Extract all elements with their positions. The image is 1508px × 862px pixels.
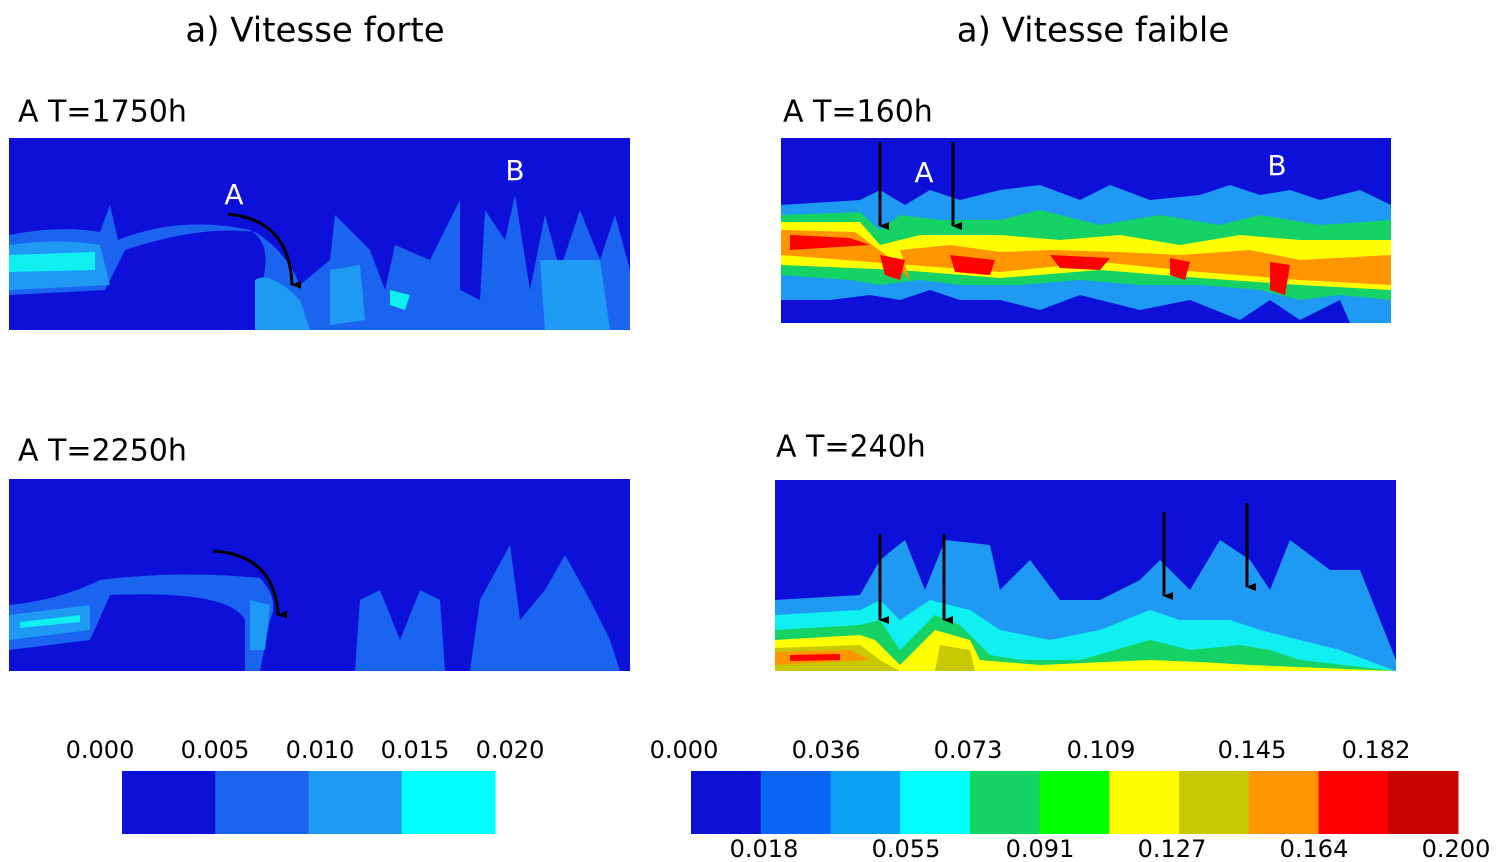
- annotation: B: [1267, 149, 1286, 182]
- colorbar: 0.000 0.036 0.073 0.109 0.145 0.182 0.018 0.055…: [650, 736, 1491, 862]
- panel-label: A T=2250h: [18, 434, 187, 469]
- annotation: A: [914, 156, 933, 189]
- annotation: A: [224, 178, 243, 211]
- colorbar-label: 0.200: [1422, 835, 1491, 862]
- colorbar-label: 0.005: [181, 736, 250, 764]
- colorbar-label: 0.055: [872, 835, 941, 862]
- panel-label: A T=240h: [776, 430, 926, 465]
- colorbar-swatch: [1109, 771, 1180, 834]
- colorbar: 0.000 0.005 0.010 0.015 0.020: [66, 736, 545, 834]
- colorbar-swatch: [830, 771, 901, 834]
- colorbar-swatch: [308, 771, 403, 834]
- colorbar-swatch: [215, 771, 309, 834]
- colorbar-label: 0.127: [1138, 835, 1207, 862]
- colorbar-swatch: [401, 771, 496, 834]
- colorbar-label: 0.182: [1342, 736, 1411, 764]
- contour-panel: [775, 480, 1396, 671]
- contour-panel: A B: [9, 138, 630, 330]
- colorbar-swatch: [900, 771, 971, 834]
- column-title: a) Vitesse faible: [957, 11, 1229, 51]
- colorbar-label: 0.010: [286, 736, 355, 764]
- colorbar-label: 0.073: [934, 736, 1003, 764]
- colorbar-label: 0.091: [1006, 835, 1075, 862]
- colorbar-swatch: [760, 771, 831, 834]
- colorbar-label: 0.015: [381, 736, 450, 764]
- colorbar-swatch: [969, 771, 1041, 834]
- colorbar-label: 0.036: [792, 736, 861, 764]
- colorbar-label: 0.018: [730, 835, 799, 862]
- colorbar-label: 0.145: [1218, 736, 1287, 764]
- colorbar-label: 0.000: [66, 736, 135, 764]
- colorbar-label: 0.109: [1067, 736, 1136, 764]
- contour-panel: A B: [781, 138, 1391, 323]
- panel-label: A T=160h: [783, 95, 933, 130]
- colorbar-swatch: [1318, 771, 1389, 834]
- annotation: B: [505, 154, 524, 187]
- column-title: a) Vitesse forte: [185, 11, 444, 51]
- colorbar-swatch: [1388, 771, 1459, 834]
- colorbar-label: 0.000: [650, 736, 719, 764]
- colorbar-swatch: [122, 771, 216, 834]
- colorbar-label: 0.164: [1280, 835, 1349, 862]
- colorbar-swatch: [1039, 771, 1110, 834]
- colorbar-swatch: [1248, 771, 1320, 834]
- colorbar-swatch: [691, 771, 762, 834]
- colorbar-swatch: [1179, 771, 1250, 834]
- colorbar-label: 0.020: [476, 736, 545, 764]
- contour-panel: [9, 479, 630, 671]
- panel-label: A T=1750h: [18, 95, 187, 130]
